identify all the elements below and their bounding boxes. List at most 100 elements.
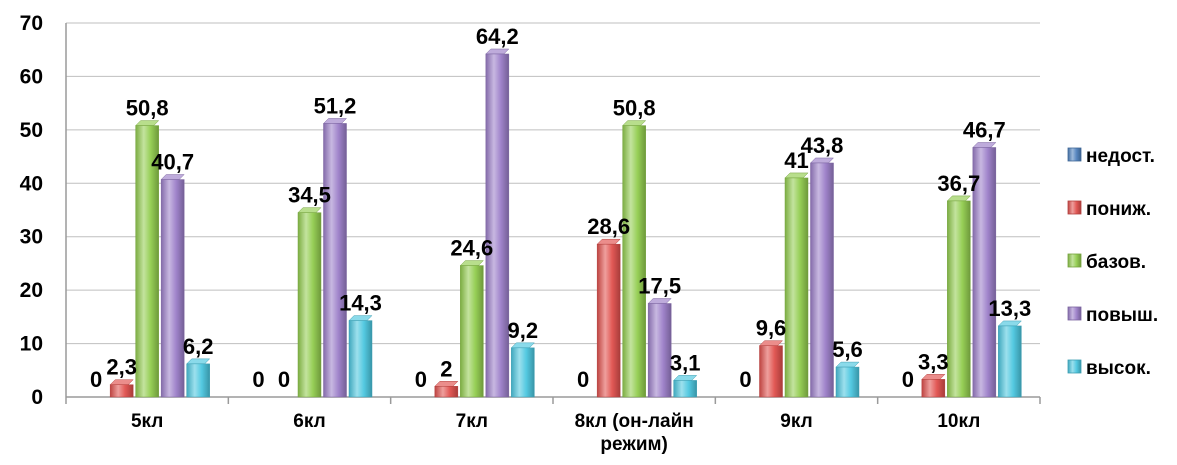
data-label: 3,1 [670, 350, 701, 375]
bar-top [459, 260, 484, 266]
data-label: 64,2 [476, 24, 519, 49]
bar-top [622, 120, 647, 126]
bar [835, 366, 860, 398]
y-axis: 0 10 20 30 40 50 60 70 [20, 12, 67, 409]
bar-top [758, 340, 784, 346]
bar-top [596, 238, 621, 245]
bar-top [809, 157, 835, 164]
bar [784, 177, 809, 398]
x-category-label: 6кл [293, 411, 325, 432]
data-label: 28,6 [587, 214, 630, 239]
legend-label: недост. [1086, 146, 1155, 167]
data-label: 50,8 [126, 96, 169, 121]
data-label: 2,3 [106, 355, 137, 380]
y-tick-label: 60 [20, 65, 43, 88]
bars [109, 48, 1022, 398]
legend-swatch [1067, 253, 1082, 268]
legend: недост. пониж. базов. повыш. высок. [1067, 146, 1158, 379]
legend-swatch [1067, 147, 1082, 162]
bar [348, 320, 373, 398]
bar [460, 265, 484, 398]
bar-top [784, 172, 809, 179]
legend-label: высок. [1086, 358, 1151, 379]
bar-top [997, 320, 1022, 327]
data-label: 46,7 [963, 117, 1006, 142]
x-category-label: 5кл [131, 411, 163, 432]
bar [135, 125, 159, 398]
legend-swatch [1067, 359, 1082, 374]
bar [434, 386, 459, 398]
x-category-label: режим) [600, 434, 667, 455]
bar [186, 363, 210, 398]
data-label: 9,2 [508, 318, 539, 343]
bar [297, 212, 322, 398]
bar [622, 125, 646, 398]
y-tick-label: 50 [20, 119, 43, 142]
data-label: 5,6 [832, 337, 863, 362]
data-label: 0 [902, 367, 914, 392]
bar [596, 243, 621, 398]
legend-label: пониж. [1086, 199, 1151, 220]
data-label: 0 [577, 367, 589, 392]
data-label: 3,3 [918, 349, 949, 374]
bar-top [109, 379, 134, 385]
data-label: 34,5 [288, 183, 331, 208]
bar [647, 303, 672, 398]
bar-top [322, 118, 348, 124]
y-tick-label: 10 [20, 333, 43, 356]
bar-top [297, 207, 322, 213]
bar-top [160, 174, 185, 180]
bar [759, 345, 783, 398]
y-tick-label: 40 [20, 172, 43, 195]
y-tick-label: 70 [20, 12, 43, 35]
bar-top [647, 298, 672, 304]
data-label: 51,2 [314, 93, 357, 118]
y-tick-label: 30 [20, 226, 43, 249]
bar [972, 147, 997, 398]
data-label: 0 [278, 367, 290, 392]
data-label: 14,3 [339, 291, 382, 316]
data-label: 43,8 [801, 133, 844, 158]
bar-top [348, 315, 373, 321]
bar [947, 200, 971, 398]
bar [511, 347, 535, 398]
x-category-label: 8кл (он-лайн [575, 411, 694, 432]
x-category-label: 10кл [937, 411, 980, 432]
data-label: 2 [440, 356, 452, 381]
data-label: 0 [739, 367, 751, 392]
legend-swatch [1067, 200, 1082, 215]
y-tick-label: 0 [31, 386, 43, 409]
bar [109, 384, 134, 398]
bar-top [434, 381, 459, 387]
data-label: 6,2 [183, 334, 214, 359]
bar-top [186, 358, 211, 365]
legend-label: базов. [1086, 252, 1146, 273]
data-label: 0 [90, 367, 102, 392]
bar-top [485, 48, 510, 55]
grid-lines [66, 22, 1040, 345]
bar-top [135, 120, 160, 126]
bar-top [673, 375, 698, 381]
data-labels: 0 2,350,840,76,20 034,551,214,30 224,664,29… [90, 24, 1031, 392]
bar-top [972, 142, 997, 148]
y-tick-label: 20 [20, 279, 43, 302]
bar-top [946, 195, 971, 202]
x-category-label: 7кл [456, 411, 488, 432]
data-label: 40,7 [151, 150, 194, 175]
bar [673, 380, 697, 398]
bar-top [921, 374, 946, 380]
data-label: 50,8 [613, 96, 656, 121]
bar [998, 325, 1022, 398]
data-label: 0 [415, 367, 427, 392]
bar [485, 53, 510, 398]
bar [323, 123, 347, 398]
data-label: 13,3 [988, 296, 1031, 321]
legend-label: повыш. [1086, 305, 1158, 326]
bar [160, 179, 185, 398]
data-label: 17,5 [638, 274, 681, 299]
x-category-label: 9кл [780, 411, 812, 432]
data-label: 0 [252, 367, 264, 392]
bar [921, 379, 946, 398]
